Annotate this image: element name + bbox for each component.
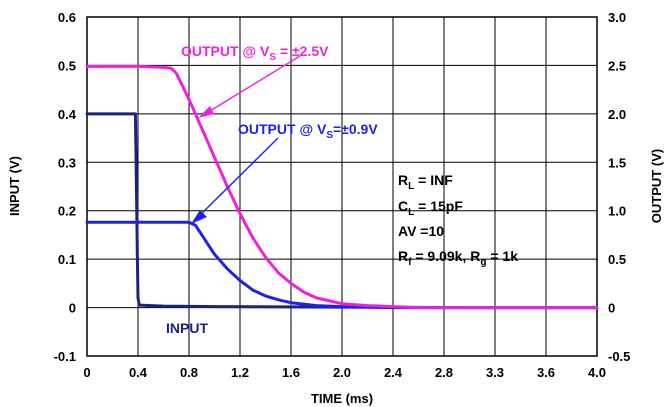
series-layer [85, 64, 599, 310]
arrow-out09 [195, 137, 279, 220]
y-left-tick-label: 0.5 [58, 58, 76, 73]
x-tick-label: 2.8 [435, 365, 453, 380]
arrow-out25 [204, 55, 301, 115]
y-right-axis-title: OUTPUT (V) [649, 149, 664, 223]
x-tick-label: 1.2 [231, 365, 249, 380]
x-tick-label: 1.6 [282, 365, 300, 380]
circuit-params: RL = INF CL = 15pF AV =10 Rf = 9.09k, Rg… [398, 172, 518, 268]
arrowhead-out09 [191, 210, 207, 224]
param-rl: RL = INF [398, 172, 453, 192]
y-left-tick-label: 0.4 [58, 107, 77, 122]
x-tick-label: 2.0 [333, 365, 351, 380]
param-rf-rg: Rf = 9.09k, Rg = 1k [398, 248, 518, 268]
label-output-0-9v: OUTPUT @ VS=±0.9V [238, 121, 378, 141]
x-tick-label: 0 [83, 365, 90, 380]
x-tick-label: 0.8 [180, 365, 198, 380]
y-right-tick-label: 0.5 [608, 252, 626, 267]
x-tick-label: 3.3 [486, 365, 504, 380]
tick-labels: 0 0.4 0.8 1.2 1.6 2.0 2.4 2.8 3.3 3.6 4.0 0.6 0.5 0.4… [54, 10, 631, 380]
x-tick-label: 4.0 [588, 365, 606, 380]
series-line-output-v-s-0-9v [85, 220, 599, 310]
y-left-tick-label: 0.2 [58, 204, 76, 219]
label-output-2-5v: OUTPUT @ VS = ±2.5V [181, 43, 329, 63]
y-left-tick-label: 0.3 [58, 155, 76, 170]
grid-lines [87, 17, 597, 356]
x-tick-label: 0.4 [129, 365, 148, 380]
x-tick-label: 3.6 [537, 365, 555, 380]
arrowhead-out25 [198, 106, 214, 118]
param-av: AV =10 [398, 223, 444, 239]
series-line-output-v-s-2-5v [85, 64, 599, 310]
y-left-tick-label: 0 [69, 301, 76, 316]
plot-frame [86, 16, 598, 357]
y-right-tick-label: 1.5 [608, 155, 626, 170]
annotation-arrows [191, 55, 301, 224]
y-left-tick-label: 0.1 [58, 252, 76, 267]
y-right-tick-label: 1.0 [608, 204, 626, 219]
y-left-tick-label: 0.6 [58, 10, 76, 25]
param-cl: CL = 15pF [398, 198, 463, 218]
y-right-tick-label: 2.5 [608, 58, 626, 73]
y-right-tick-label: 0 [608, 301, 615, 316]
y-right-tick-label: 2.0 [608, 107, 626, 122]
y-right-tick-label: 3.0 [608, 10, 626, 25]
x-axis-title: TIME (ms) [311, 391, 373, 406]
label-input: INPUT [166, 320, 208, 336]
x-tick-label: 2.4 [384, 365, 403, 380]
y-left-axis-title: INPUT (V) [7, 156, 22, 216]
y-right-tick-label: -0.5 [608, 349, 630, 364]
y-left-tick-label: -0.1 [54, 349, 76, 364]
